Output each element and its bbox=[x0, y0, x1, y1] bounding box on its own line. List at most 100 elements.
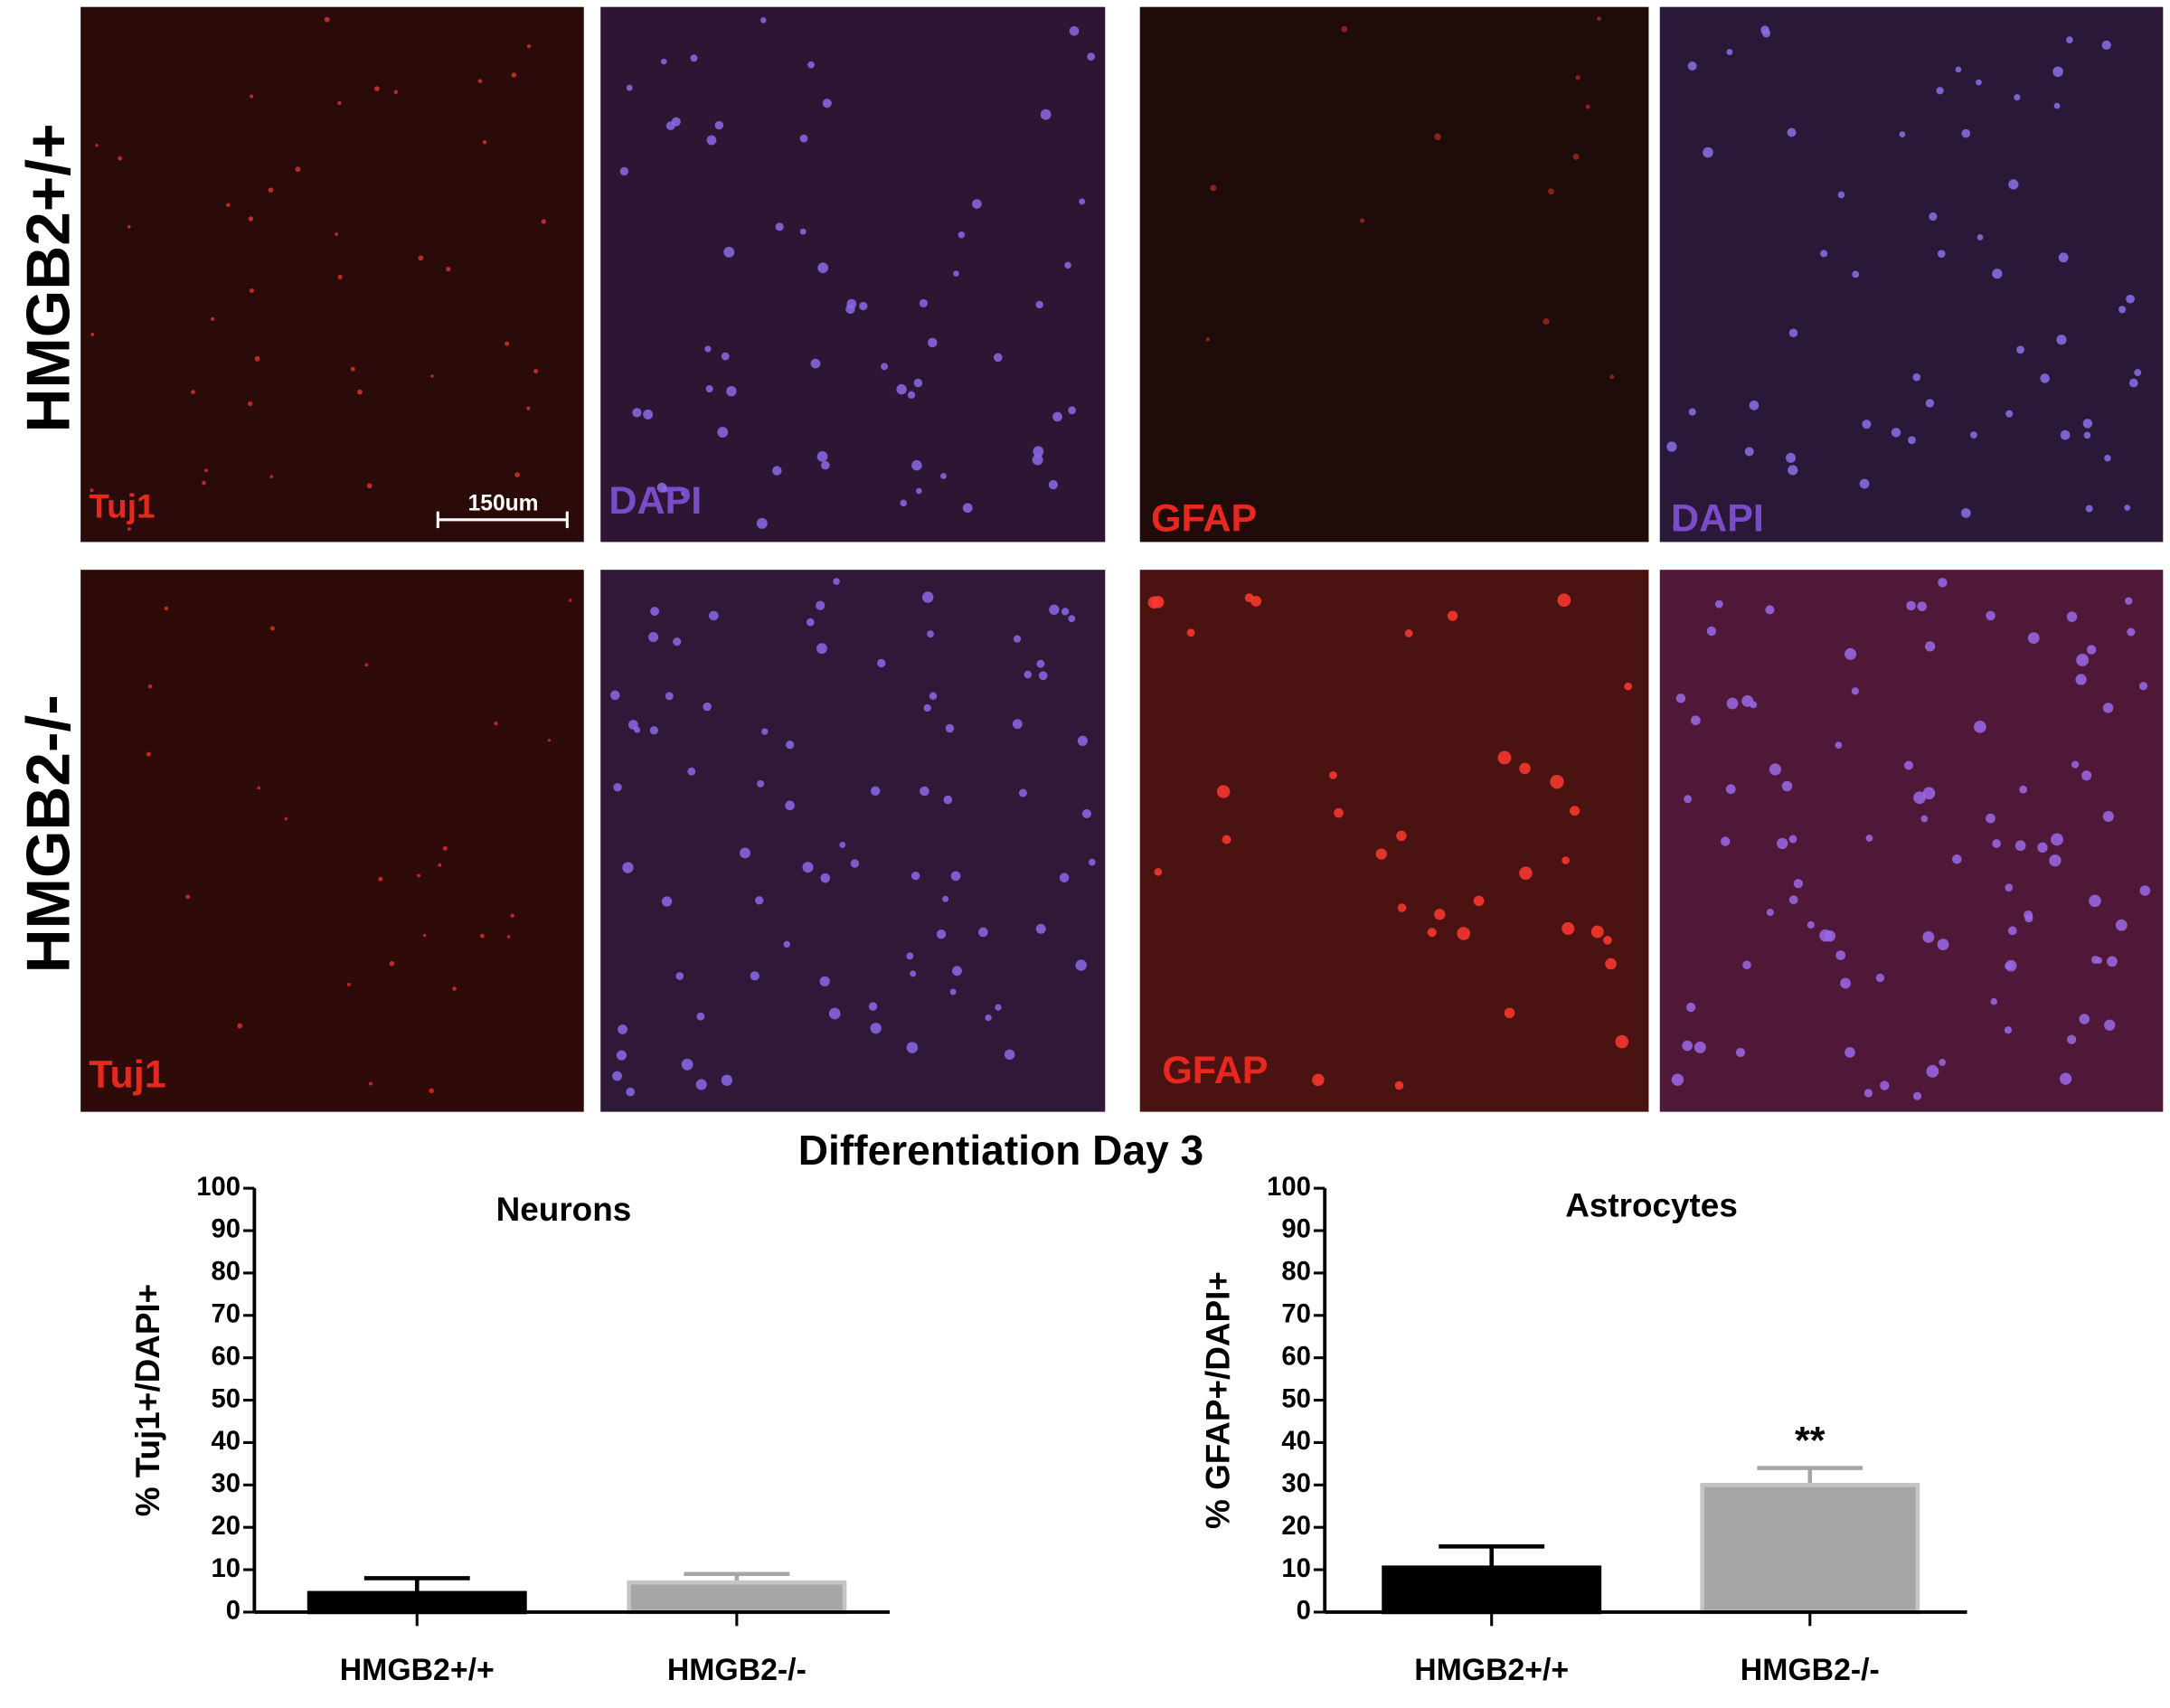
cell bbox=[1703, 146, 1713, 158]
cell bbox=[993, 353, 1003, 363]
cell bbox=[248, 216, 254, 222]
cell bbox=[1976, 79, 1982, 86]
cell bbox=[1880, 1080, 1890, 1090]
cell bbox=[1061, 608, 1070, 616]
cell bbox=[665, 692, 674, 701]
cell bbox=[1682, 1040, 1693, 1052]
cell bbox=[2101, 40, 2111, 51]
cell bbox=[1906, 600, 1916, 611]
cell bbox=[1585, 104, 1590, 109]
cell bbox=[2085, 505, 2093, 513]
cell bbox=[785, 800, 795, 811]
cell bbox=[2104, 454, 2111, 462]
cell bbox=[249, 288, 254, 293]
cell bbox=[1986, 610, 1995, 621]
cell bbox=[1926, 1064, 1939, 1078]
x-tick-label: HMGB2-/- bbox=[1741, 1653, 1880, 1687]
stain-label: Tuj1 bbox=[89, 487, 155, 524]
cell bbox=[819, 976, 830, 987]
cell bbox=[949, 988, 957, 996]
row-label: HMGB2+/+ bbox=[14, 123, 82, 432]
y-tick-label: 30 bbox=[1281, 1469, 1310, 1498]
y-tick-label: 70 bbox=[212, 1300, 241, 1329]
cell bbox=[2049, 854, 2062, 867]
cell bbox=[1077, 735, 1089, 747]
cell bbox=[942, 895, 949, 902]
cell bbox=[2081, 770, 2092, 781]
cell bbox=[1012, 719, 1023, 730]
cell bbox=[750, 971, 760, 981]
cell bbox=[673, 637, 682, 646]
cell bbox=[1851, 687, 1859, 695]
cell bbox=[609, 690, 620, 701]
cell bbox=[357, 389, 363, 395]
cell bbox=[2004, 1026, 2013, 1034]
cell bbox=[2095, 957, 2103, 964]
cell bbox=[1992, 269, 2003, 279]
cell bbox=[295, 166, 301, 173]
cell bbox=[723, 246, 735, 258]
cell bbox=[2060, 429, 2071, 440]
cell bbox=[1760, 25, 1769, 35]
cell bbox=[1547, 188, 1554, 195]
cell bbox=[350, 366, 355, 372]
cell bbox=[958, 231, 966, 239]
cell bbox=[438, 863, 442, 867]
cell bbox=[972, 199, 982, 209]
y-tick-label: 40 bbox=[1281, 1427, 1310, 1456]
cell bbox=[1675, 694, 1686, 703]
cell bbox=[817, 262, 829, 274]
cell bbox=[940, 473, 947, 479]
cell bbox=[985, 1014, 992, 1022]
cell bbox=[2071, 760, 2080, 769]
cell bbox=[2051, 833, 2063, 846]
y-tick-label: 20 bbox=[212, 1512, 241, 1541]
cell bbox=[1912, 1091, 1922, 1100]
cell bbox=[526, 406, 531, 410]
cell bbox=[703, 702, 712, 712]
cell bbox=[127, 527, 131, 531]
cell bbox=[1609, 374, 1615, 380]
cell bbox=[1970, 431, 1977, 439]
y-tick-label: 90 bbox=[1281, 1215, 1310, 1244]
cell bbox=[1473, 895, 1485, 907]
cell bbox=[2007, 926, 2017, 936]
cell bbox=[237, 1023, 243, 1029]
scale-bar-label: 150um bbox=[468, 491, 539, 515]
y-tick-label: 50 bbox=[212, 1384, 241, 1413]
cell bbox=[1786, 452, 1797, 463]
cell bbox=[1899, 131, 1906, 137]
stain-label: DAPI bbox=[1671, 497, 1764, 541]
cell bbox=[1769, 763, 1781, 776]
cell bbox=[378, 876, 383, 882]
cell bbox=[477, 79, 483, 83]
micrograph bbox=[1659, 6, 2164, 543]
y-tick-label: 100 bbox=[196, 1173, 241, 1202]
cell bbox=[622, 862, 634, 873]
cell bbox=[1938, 578, 1948, 588]
cell bbox=[1992, 839, 2001, 848]
figure-title: Differentiation Day 3 bbox=[798, 1127, 1203, 1174]
cell bbox=[1434, 909, 1446, 920]
cell bbox=[2016, 345, 2024, 354]
cell bbox=[1048, 479, 1058, 490]
cell bbox=[953, 270, 959, 277]
stain-label: GFAP bbox=[1162, 1049, 1268, 1092]
cell bbox=[721, 1074, 733, 1086]
cell bbox=[389, 960, 395, 967]
cell bbox=[1929, 212, 1938, 222]
micrograph bbox=[600, 570, 1106, 1112]
cell bbox=[757, 779, 765, 788]
cell bbox=[756, 517, 768, 529]
cell bbox=[568, 599, 572, 602]
cell bbox=[870, 786, 881, 797]
cell bbox=[514, 472, 520, 477]
cell bbox=[916, 487, 922, 495]
y-tick-label: 10 bbox=[1281, 1554, 1310, 1583]
cell bbox=[2040, 373, 2050, 383]
cell bbox=[906, 952, 914, 960]
cell bbox=[1457, 927, 1471, 940]
cell bbox=[1744, 447, 1754, 457]
cell bbox=[1447, 610, 1458, 621]
cell bbox=[1721, 836, 1731, 846]
